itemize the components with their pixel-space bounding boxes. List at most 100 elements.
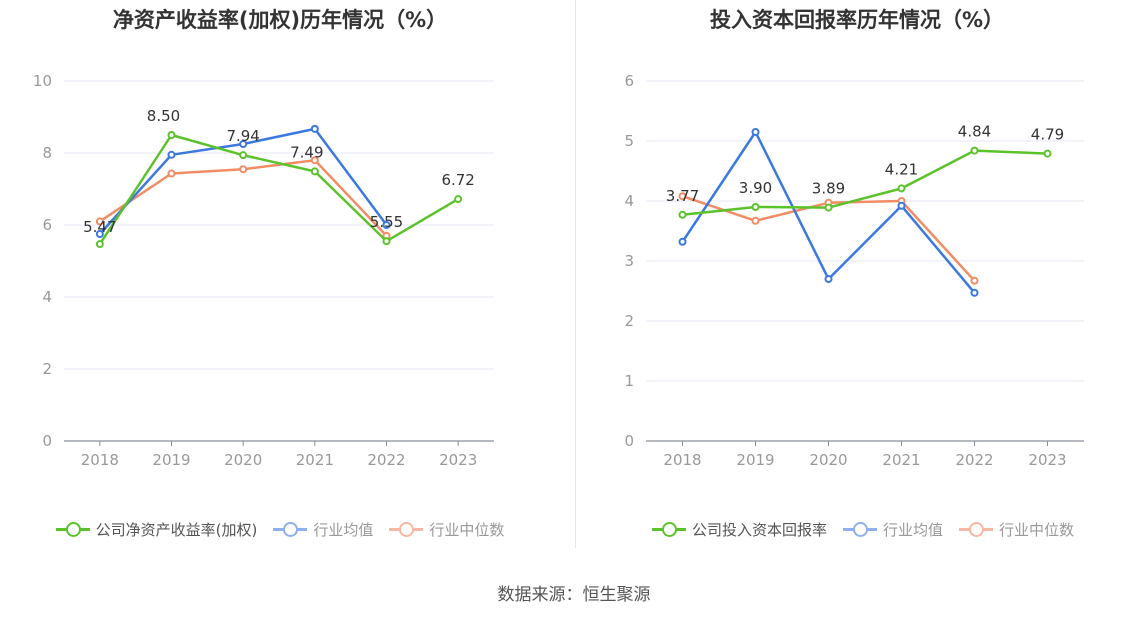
data-point[interactable] xyxy=(751,216,760,225)
y-tick-label: 2 xyxy=(624,312,634,330)
data-label: 7.94 xyxy=(226,127,259,145)
series-line-industry-avg xyxy=(681,130,976,294)
data-label: 3.90 xyxy=(739,179,772,197)
x-tick-label: 2019 xyxy=(736,451,774,469)
legend-item-industry-avg[interactable]: 行业均值 xyxy=(273,517,373,541)
data-label: 4.79 xyxy=(1031,126,1064,144)
data-label: 8.50 xyxy=(147,107,180,125)
data-label: 3.77 xyxy=(666,187,699,205)
y-tick-label: 6 xyxy=(624,72,634,90)
legend-circle xyxy=(283,522,299,537)
legend-label: 公司净资产收益率(加权) xyxy=(95,520,258,539)
legend-item-industry-median[interactable]: 行业中位数 xyxy=(959,517,1074,541)
data-point[interactable] xyxy=(310,167,319,176)
data-point[interactable] xyxy=(95,217,104,226)
x-tick-label: 2019 xyxy=(152,451,190,469)
legend-item-industry-median[interactable]: 行业中位数 xyxy=(389,517,504,541)
data-point[interactable] xyxy=(239,151,248,160)
legend-line-icon xyxy=(389,517,424,541)
x-tick-label: 2018 xyxy=(663,451,701,469)
x-tick-label: 2020 xyxy=(809,451,847,469)
data-point[interactable] xyxy=(239,165,248,174)
data-point[interactable] xyxy=(824,275,833,283)
data-point[interactable] xyxy=(167,169,176,178)
data-point[interactable] xyxy=(678,210,687,219)
roe-line-chart: 0 2 4 6 8 10 2018 2019 2020 2021 2022 2023 5.47 8.50 7… xyxy=(33,72,494,469)
legend-line-icon xyxy=(273,517,308,541)
data-point[interactable] xyxy=(167,131,176,139)
x-tick-label: 2018 xyxy=(81,451,119,469)
data-point[interactable] xyxy=(678,192,687,201)
data-point[interactable] xyxy=(678,237,687,246)
x-tick-label: 2022 xyxy=(955,451,993,469)
y-tick-label: 1 xyxy=(624,372,634,390)
data-point[interactable] xyxy=(824,203,833,212)
data-point[interactable] xyxy=(382,237,391,246)
data-point[interactable] xyxy=(310,124,319,133)
roe-chart-panel: 净资产收益率(加权)历年情况（%） 0 2 4 6 8 10 2018 2019 2020 202… xyxy=(0,0,574,560)
x-tick-label: 2023 xyxy=(1028,451,1066,469)
series-line-company xyxy=(682,149,1048,217)
legend-label: 行业中位数 xyxy=(429,520,505,539)
legend-circle xyxy=(852,522,868,537)
data-point[interactable] xyxy=(1043,149,1052,158)
data-point[interactable] xyxy=(970,288,979,297)
roic-chart-panel: 投入资本回报率历年情况（%） 0 1 2 3 4 5 6 2018 2019 2020 2021 20… xyxy=(576,0,1148,560)
y-tick-label: 8 xyxy=(42,144,52,162)
chart-title: 净资产收益率(加权)历年情况（%） xyxy=(112,8,448,32)
data-label: 3.89 xyxy=(812,180,845,198)
x-tick-label: 2021 xyxy=(296,451,334,469)
x-tick-label: 2022 xyxy=(367,451,405,469)
data-point[interactable] xyxy=(95,230,104,238)
y-tick-label: 0 xyxy=(624,432,634,450)
data-label: 6.72 xyxy=(441,171,474,189)
legend-line-icon xyxy=(55,517,90,541)
series-line-company xyxy=(98,133,459,245)
y-tick-label: 6 xyxy=(42,216,52,234)
panel-divider xyxy=(575,0,576,548)
legend-circle xyxy=(969,522,984,537)
legend-circle xyxy=(399,522,415,537)
data-point[interactable] xyxy=(751,203,760,211)
data-point[interactable] xyxy=(897,184,906,193)
y-tick-label: 0 xyxy=(42,432,52,450)
legend-line-icon xyxy=(842,517,877,541)
y-tick-label: 5 xyxy=(624,132,634,150)
data-point[interactable] xyxy=(310,156,319,165)
legend-line-icon xyxy=(651,517,686,541)
data-point[interactable] xyxy=(382,221,391,229)
legend-label: 行业均值 xyxy=(313,520,374,539)
data-source-note: 数据来源：恒生聚源 xyxy=(497,585,651,605)
legend-item-industry-avg[interactable]: 行业均值 xyxy=(842,517,943,541)
data-label: 4.84 xyxy=(958,123,991,141)
data-label: 5.55 xyxy=(370,213,403,231)
legend-item-company[interactable]: 公司投入资本回报率 xyxy=(651,517,827,541)
y-tick-label: 4 xyxy=(42,288,52,306)
legend-label: 公司投入资本回报率 xyxy=(691,520,827,539)
legend-circle xyxy=(661,522,677,537)
data-point[interactable] xyxy=(167,150,176,159)
data-point[interactable] xyxy=(970,146,979,155)
data-point[interactable] xyxy=(970,276,979,285)
legend-label: 行业中位数 xyxy=(999,520,1075,539)
data-point[interactable] xyxy=(239,140,248,148)
data-label: 7.49 xyxy=(290,143,323,161)
data-label: 4.21 xyxy=(885,160,918,178)
x-tick-label: 2021 xyxy=(882,451,920,469)
data-point[interactable] xyxy=(454,195,463,204)
data-label: 5.47 xyxy=(83,218,116,236)
chart-legend: 公司投入资本回报率 行业均值 行业中位数 xyxy=(576,517,1148,541)
legend-label: 行业均值 xyxy=(882,520,943,539)
chart-title: 投入资本回报率历年情况（%） xyxy=(709,8,1005,32)
y-tick-label: 10 xyxy=(33,72,52,90)
legend-circle xyxy=(65,522,81,537)
roic-line-chart: 0 1 2 3 4 5 6 2018 2019 2020 2021 2022 2023 3.77 3.90 3… xyxy=(624,72,1084,469)
legend-item-company[interactable]: 公司净资产收益率(加权) xyxy=(55,517,258,541)
data-point[interactable] xyxy=(95,240,104,249)
data-point[interactable] xyxy=(751,128,760,136)
x-tick-label: 2023 xyxy=(439,451,477,469)
y-tick-label: 4 xyxy=(624,192,634,210)
y-tick-label: 3 xyxy=(624,252,634,270)
data-point[interactable] xyxy=(897,201,906,210)
chart-legend: 公司净资产收益率(加权) 行业均值 行业中位数 xyxy=(0,517,560,541)
